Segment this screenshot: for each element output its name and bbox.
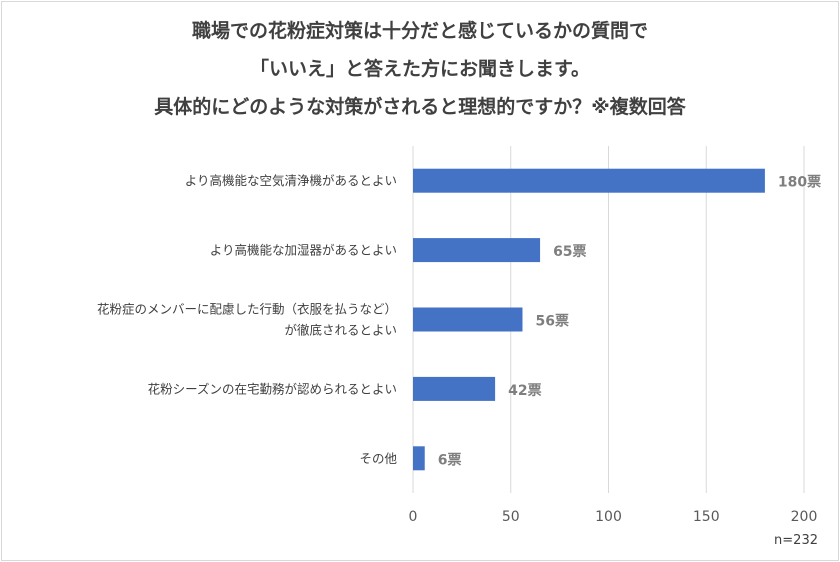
category-label-5: その他: [359, 451, 397, 466]
category-labels: より高機能な空気清浄機があるとよいより高機能な加湿器があるとよい花粉症のメンバー…: [97, 173, 398, 466]
bar-3: [413, 307, 523, 332]
sample-size-note: n=232: [774, 533, 818, 548]
bar-2: [413, 238, 541, 263]
value-label-5: 6票: [438, 452, 462, 468]
bars: [413, 168, 765, 471]
category-label-line: より高機能な加湿器があるとよい: [210, 243, 397, 258]
category-label-line: 花粉症のメンバーに配慮した行動（衣服を払うなど）: [97, 302, 397, 317]
x-axis-tick-labels: 0 50 100 150 200: [409, 509, 818, 525]
bar-5: [413, 446, 425, 471]
x-tick-label-100: 100: [595, 509, 622, 525]
x-tick-label-200: 200: [791, 509, 818, 525]
value-label-1: 180票: [778, 175, 821, 191]
value-label-4: 42票: [508, 383, 541, 399]
x-tick-label-50: 50: [502, 509, 520, 525]
value-labels: 180票 65票 56票 42票 6票: [438, 175, 821, 469]
x-tick-label-150: 150: [693, 509, 720, 525]
title-line-1: 職場での花粉症対策は十分だと感じているかの質問で: [191, 20, 648, 42]
title-line-2: 「いいえ」と答えた方にお聞きします。: [249, 58, 591, 80]
category-label-line: 花粉シーズンの在宅勤務が認められるとよい: [148, 381, 397, 396]
category-label-1: より高機能な空気清浄機があるとよい: [185, 173, 397, 188]
category-label-line: その他: [359, 451, 397, 466]
bar-4: [413, 376, 496, 401]
x-tick-label-0: 0: [409, 509, 418, 525]
title-line-3: 具体的にどのような対策がされると理想的ですか？※複数回答: [154, 96, 686, 118]
bar-1: [413, 168, 765, 193]
category-label-line: が徹底されるとよい: [284, 323, 397, 338]
chart-title: 職場での花粉症対策は十分だと感じているかの質問で 「いいえ」と答えた方にお聞きし…: [0, 12, 840, 126]
category-label-2: より高機能な加湿器があるとよい: [210, 243, 397, 258]
category-label-4: 花粉シーズンの在宅勤務が認められるとよい: [148, 381, 397, 396]
value-label-2: 65票: [553, 244, 586, 260]
value-label-3: 56票: [535, 314, 568, 330]
category-label-line: より高機能な空気清浄機があるとよい: [185, 173, 397, 188]
category-label-3: 花粉症のメンバーに配慮した行動（衣服を払うなど） が徹底されるとよい: [97, 302, 397, 338]
